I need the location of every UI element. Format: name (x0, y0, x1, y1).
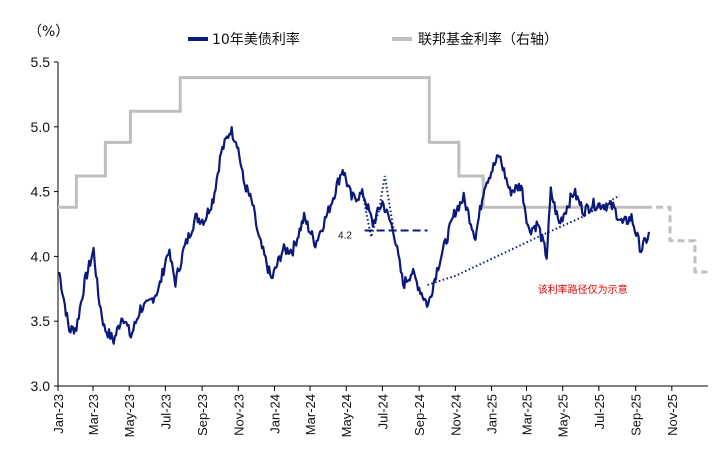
x-tick-label: Mar-25 (520, 394, 535, 435)
x-tick-label: Jan-25 (485, 394, 500, 434)
x-tick-label: Sep-24 (412, 394, 427, 436)
x-tick-label: May-24 (339, 394, 354, 437)
x-tick-label: Nov-24 (448, 394, 463, 436)
y-tick-label: 4.5 (31, 184, 51, 200)
legend: 10年美债利率 联邦基金利率（右轴） (188, 31, 558, 48)
treasury-10y-line (58, 126, 651, 345)
x-tick-label: Nov-25 (665, 394, 680, 436)
x-tick-label: Sep-23 (195, 394, 210, 436)
x-tick-label: Jul-23 (158, 394, 173, 429)
plot-area (58, 76, 708, 345)
x-axis: Jan-23 Mar-23 May-23 Jul-23 Sep-23 Nov-23 Jan-… (51, 385, 708, 437)
y-tick-label: 3.0 (31, 378, 51, 394)
y-tick-label: 3.5 (31, 313, 51, 329)
y-tick-label: 5.5 (31, 54, 51, 70)
y-tick-label: 4.0 (31, 248, 51, 264)
annotation-note: 该利率路径仅为示意 (538, 283, 628, 296)
x-tick-label: Mar-24 (303, 394, 318, 435)
x-tick-label: Nov-23 (231, 394, 246, 436)
x-tick-label: Jul-24 (375, 394, 390, 429)
x-tick-label: May-25 (556, 394, 571, 437)
y-tick-label: 5.0 (31, 119, 51, 135)
y-axis-unit: （%） (28, 24, 69, 40)
x-tick-label: Mar-23 (86, 394, 101, 435)
annotations: 4.2 该利率路径仅为示意 (338, 230, 628, 295)
illustrative-path-dotted (361, 175, 395, 238)
fed-funds-line (58, 76, 646, 209)
x-tick-label: May-23 (122, 394, 137, 437)
legend-label-fed-funds: 联邦基金利率（右轴） (418, 31, 558, 48)
fed-funds-projection (645, 205, 708, 274)
legend-label-treasury: 10年美债利率 (212, 31, 300, 48)
x-tick-label: Jul-25 (592, 394, 607, 429)
x-tick-label: Jan-23 (51, 394, 66, 434)
illustrative-path-dotted (427, 194, 621, 286)
x-tick-label: Sep-25 (629, 394, 644, 436)
x-tick-label: Jan-24 (267, 394, 282, 434)
annotation-value: 4.2 (338, 230, 352, 241)
y-axis: 3.0 3.5 4.0 4.5 5.0 5.5 (31, 54, 59, 394)
